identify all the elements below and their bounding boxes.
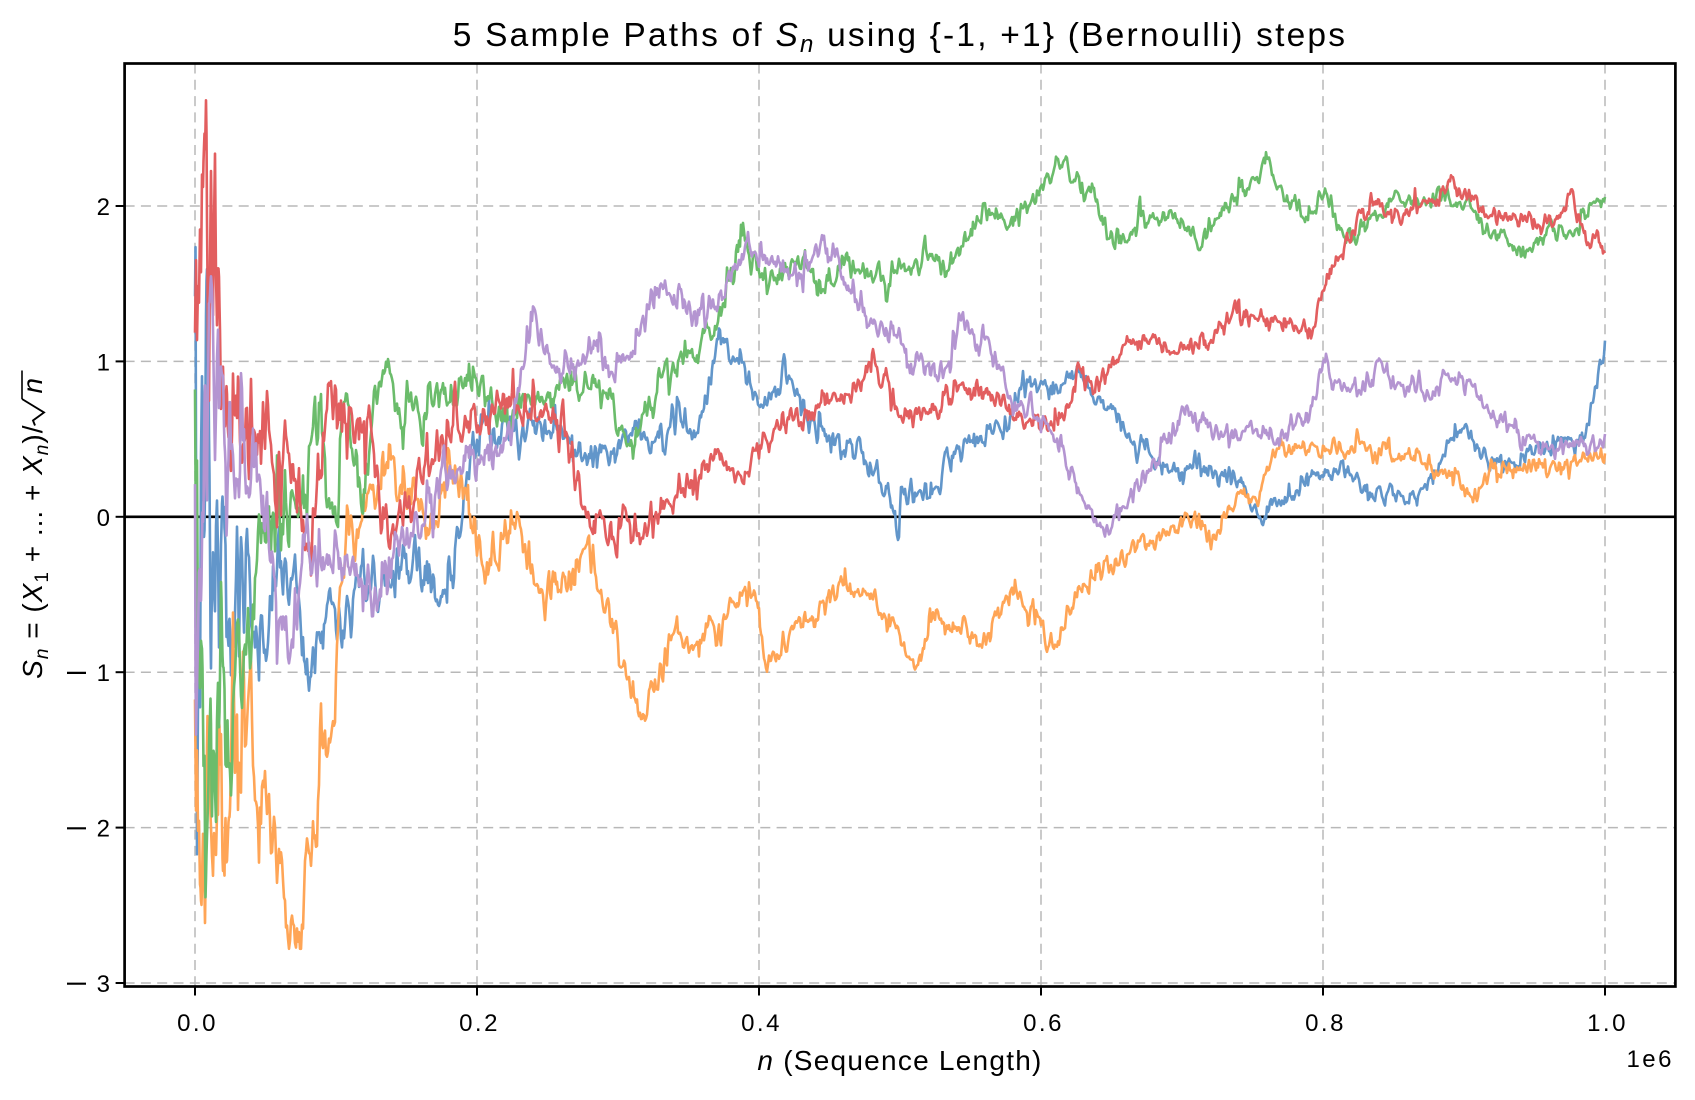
svg-text:n: n [17, 377, 48, 394]
svg-text:0.6: 0.6 [1023, 1010, 1064, 1037]
svg-text:1: 1 [97, 349, 113, 376]
svg-text:5 Sample Paths of Sn using {-1: 5 Sample Paths of Sn using {-1, +1} (Ber… [453, 17, 1347, 58]
svg-text:3: 3 [97, 971, 113, 998]
svg-text:Sn = (X1 + ... + Xn)/: Sn = (X1 + ... + Xn)/ [17, 425, 53, 679]
svg-text:0: 0 [97, 505, 113, 532]
svg-text:0.8: 0.8 [1305, 1010, 1346, 1037]
svg-text:2: 2 [97, 816, 113, 843]
svg-text:0.2: 0.2 [459, 1010, 500, 1037]
svg-text:1: 1 [97, 660, 113, 687]
svg-text:0.4: 0.4 [741, 1010, 782, 1037]
svg-text:1e6: 1e6 [1626, 1046, 1674, 1073]
svg-text:n (Sequence Length): n (Sequence Length) [757, 1045, 1042, 1076]
svg-text:2: 2 [97, 194, 113, 221]
svg-text:1.0: 1.0 [1587, 1010, 1628, 1037]
svg-text:0.0: 0.0 [177, 1010, 218, 1037]
